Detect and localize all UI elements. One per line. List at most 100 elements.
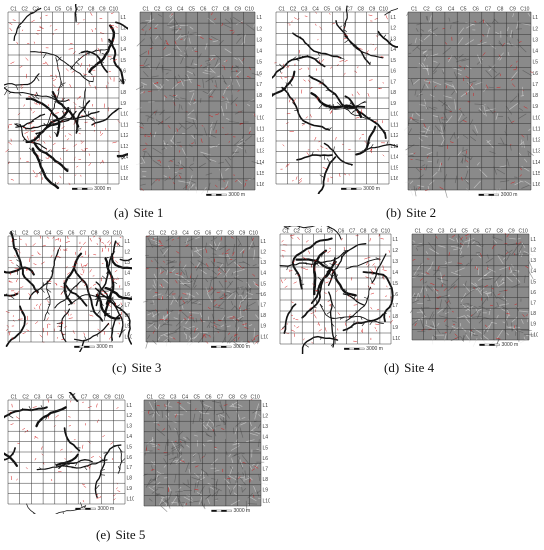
column-label: C4 (450, 229, 457, 235)
row-label: L7 (121, 79, 127, 85)
column-label: C1 (10, 7, 17, 13)
row-label: L9 (533, 104, 539, 110)
column-label: C10 (519, 229, 528, 235)
column-label: C8 (88, 7, 95, 13)
column-label: C9 (369, 7, 376, 13)
column-label: C3 (33, 7, 40, 13)
row-label: L9 (531, 322, 537, 328)
scale-label: 3000 m (502, 342, 519, 348)
column-label: C3 (34, 395, 41, 401)
row-label: L10 (257, 115, 265, 121)
column-label: C4 (182, 395, 189, 401)
column-label: C6 (69, 395, 76, 401)
column-label: C3 (305, 229, 312, 235)
row-label: L3 (531, 258, 537, 264)
scale-label: 3000 m (94, 186, 111, 192)
column-label: C2 (21, 7, 28, 13)
column-label: C5 (193, 395, 200, 401)
row-label: L3 (263, 424, 269, 430)
row-label: L5 (533, 60, 539, 66)
column-label: C5 (194, 231, 201, 237)
hillshade-map-site-2: C1 C2 C3 C4 C5 C6 C7 C8 C9 C10 L1 L2 L3 L4 L5 L6 L7 L8 L9 L… (404, 4, 540, 200)
caption-site-1: (a) Site 1 (114, 205, 163, 221)
row-label: L10 (125, 334, 133, 340)
row-label: L2 (257, 26, 263, 32)
column-label: C2 (22, 395, 29, 401)
row-label: L1 (261, 239, 267, 245)
column-label: C9 (239, 231, 246, 237)
column-label: C2 (426, 229, 433, 235)
row-label: L11 (391, 122, 399, 128)
column-label: C6 (205, 231, 212, 237)
row-label: L8 (533, 93, 539, 99)
caption-site-name: Site 1 (133, 205, 164, 220)
row-label: L4 (531, 269, 537, 275)
row-label: L15 (257, 171, 265, 177)
row-label: L16 (533, 182, 541, 188)
column-label: C7 (349, 229, 356, 235)
row-label: L16 (391, 176, 399, 182)
map-grid: C1 C2 C3 C4 C5 C6 C7 C8 C9 C10L1L2L3L4L5L6L7L8L9L… (139, 7, 265, 191)
column-label: C3 (34, 231, 41, 237)
hillshade-map-site-4: C1 C2 C3 C4 C5 C6 C7 C8 C9 C10 L1 L2 L3 L4 L5 L6 L7 L8 L9 L… (408, 226, 538, 350)
row-label: L4 (261, 271, 267, 277)
scale-label: 3000 m (96, 344, 113, 350)
scale-label: 3000 m (501, 192, 518, 198)
map-grid: C1 C2 C3 C4 C5 C6 C7 C8 C9 C10L1L2L3L4L5L6L7L8L9L… (275, 7, 399, 185)
drainage-map-site-4: C1 C2 C3 C4 C5 C6 C7 C8 C9 C10 L1 L2 L3 L4 L5 L6 L7 L8 L9 L… (276, 226, 400, 354)
row-label: L2 (261, 249, 267, 255)
row-label: L9 (257, 104, 263, 110)
column-label: C7 (216, 231, 223, 237)
caption-site-name: Site 2 (406, 205, 437, 220)
row-label: L1 (263, 403, 269, 409)
row-label: L3 (391, 36, 397, 42)
column-label: C3 (170, 395, 177, 401)
gully-marks (274, 11, 388, 184)
column-label: C8 (229, 395, 236, 401)
row-label: L12 (121, 133, 129, 139)
row-label: L10 (531, 332, 539, 338)
column-label: C2 (158, 395, 165, 401)
row-label: L6 (531, 290, 537, 296)
row-label: L10 (263, 498, 271, 504)
column-label: C6 (66, 7, 73, 13)
row-label: L9 (127, 486, 133, 492)
column-label: C4 (45, 231, 52, 237)
column-label: C9 (235, 7, 242, 13)
column-label: C4 (46, 395, 53, 401)
scale-bar: 3000 m (211, 508, 250, 514)
row-label: L9 (263, 488, 269, 494)
column-label: C8 (358, 7, 365, 13)
row-label: L6 (391, 69, 397, 75)
row-label: L4 (391, 47, 397, 53)
hillshade-texture (136, 12, 263, 195)
caption-site-name: Site 3 (131, 360, 162, 375)
row-label: L15 (391, 165, 399, 171)
column-label: C2 (160, 231, 167, 237)
row-label: L4 (125, 271, 131, 277)
scale-bar: 3000 m (74, 344, 113, 350)
caption-label: (b) (386, 205, 402, 220)
row-label: L2 (125, 249, 131, 255)
row-label: L7 (127, 465, 133, 471)
caption-site-4: (d) Site 4 (384, 360, 434, 376)
column-label: C3 (436, 7, 443, 13)
column-label: C6 (338, 229, 345, 235)
row-label: L1 (125, 239, 131, 245)
scale-bar: 3000 m (344, 346, 383, 352)
map-grid: C1 C2 C3 C4 C5 C6 C7 C8 C9 C10L1L2L3L4L5L6L7L8L9L… (143, 395, 271, 507)
row-label: L15 (121, 165, 129, 171)
row-label: L11 (257, 126, 265, 132)
row-label: L6 (127, 455, 133, 461)
row-label: L2 (533, 26, 539, 32)
column-label: C9 (99, 7, 106, 13)
column-label: C3 (301, 7, 308, 13)
row-label: L3 (533, 37, 539, 43)
row-label: L3 (393, 259, 399, 265)
row-label: L7 (393, 303, 399, 309)
caption-label: (d) (384, 360, 400, 375)
row-label: L6 (261, 292, 267, 298)
caption-site-name: Site 5 (115, 527, 146, 542)
map-grid: C1 C2 C3 C4 C5 C6 C7 C8 C9 C10L1L2L3L4L5L6L7L8L9L… (411, 229, 539, 341)
caption-label: (a) (114, 205, 129, 220)
